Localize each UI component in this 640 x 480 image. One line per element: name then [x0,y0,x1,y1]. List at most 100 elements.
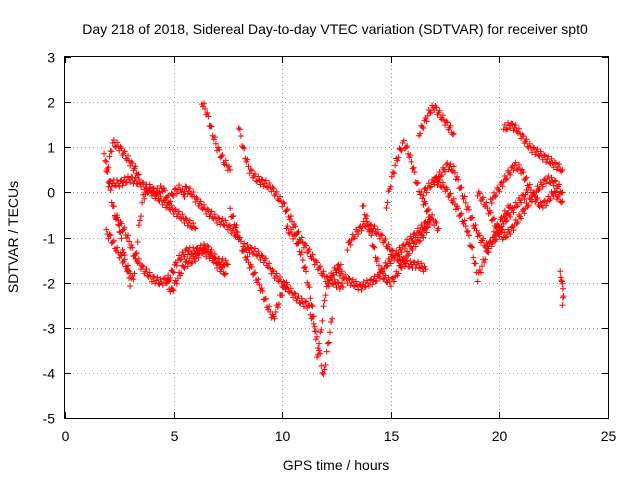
data-point [329,272,336,279]
data-point [511,124,518,131]
y-tick-label: -3 [43,321,56,337]
data-point [129,160,136,167]
data-point [421,263,428,270]
data-point [311,323,318,330]
data-point [388,173,395,180]
data-point [536,185,543,192]
data-point [477,269,484,276]
data-point [255,276,262,283]
data-point [387,251,394,258]
data-point [252,269,259,276]
data-point [319,369,326,376]
data-point [270,268,277,275]
data-point [389,248,396,255]
data-point [484,248,491,255]
series-arc-u [500,119,566,175]
data-point [248,263,255,270]
data-point [358,227,365,234]
data-point [322,362,329,369]
data-point [474,278,481,285]
data-point [255,248,262,255]
data-point [252,245,259,252]
data-point [146,184,153,191]
data-point [148,278,155,285]
x-tick-label: 25 [601,428,617,444]
data-point [421,220,428,227]
data-point [294,240,301,247]
data-point [298,249,305,256]
data-point [462,223,469,230]
data-point [221,271,228,278]
data-point [168,202,175,209]
data-point [448,167,455,174]
data-point [483,199,490,206]
data-point [409,165,416,172]
plot-frame [64,56,609,419]
data-point [291,231,298,238]
data-point [413,261,420,268]
data-point [329,315,336,322]
data-point [534,194,541,201]
data-point [371,223,378,230]
data-point [552,160,559,167]
data-point [246,249,253,256]
y-tick-label: -2 [43,276,56,292]
data-point [208,208,215,215]
data-point [284,223,291,230]
data-point [420,234,427,241]
data-point [358,286,365,293]
data-point [121,148,128,155]
data-point [340,284,347,291]
data-point [106,231,113,238]
data-point [259,177,266,184]
data-point [461,193,468,200]
data-point [522,175,529,182]
data-point [363,213,370,220]
data-point [557,268,564,275]
series-arc-a [101,150,188,290]
data-point [423,189,430,196]
data-point [172,207,179,214]
data-point [391,278,398,285]
data-point [499,218,506,225]
data-point [445,166,452,173]
data-point [291,289,298,296]
data-point [242,246,249,253]
data-point [537,148,544,155]
data-point [177,256,184,263]
data-point [284,206,291,213]
data-point [202,105,209,112]
y-tick-label: 0 [47,185,55,201]
data-point [384,199,391,206]
data-point [406,250,413,257]
data-point [204,206,211,213]
data-point [550,182,557,189]
data-point [302,264,309,271]
data-point [219,263,226,270]
data-point [423,118,430,125]
data-point [274,277,281,284]
data-point [398,265,405,272]
data-point [225,222,232,229]
data-point [139,179,146,186]
data-point [346,275,353,282]
series-arc-w [557,268,567,309]
data-point [275,300,282,307]
data-point [556,181,563,188]
x-tick-label: 0 [62,428,70,444]
data-point [258,285,265,292]
data-point [412,243,419,250]
series-arc-b [103,137,142,179]
data-point [140,179,147,186]
data-point [118,145,125,152]
data-point [227,166,234,173]
data-point [427,183,434,190]
data-point [133,180,140,187]
data-point [404,143,411,150]
data-point [201,201,208,208]
data-point [387,283,394,290]
data-point [283,207,290,214]
data-point [135,255,142,262]
data-point [297,251,304,258]
data-point [518,215,525,222]
